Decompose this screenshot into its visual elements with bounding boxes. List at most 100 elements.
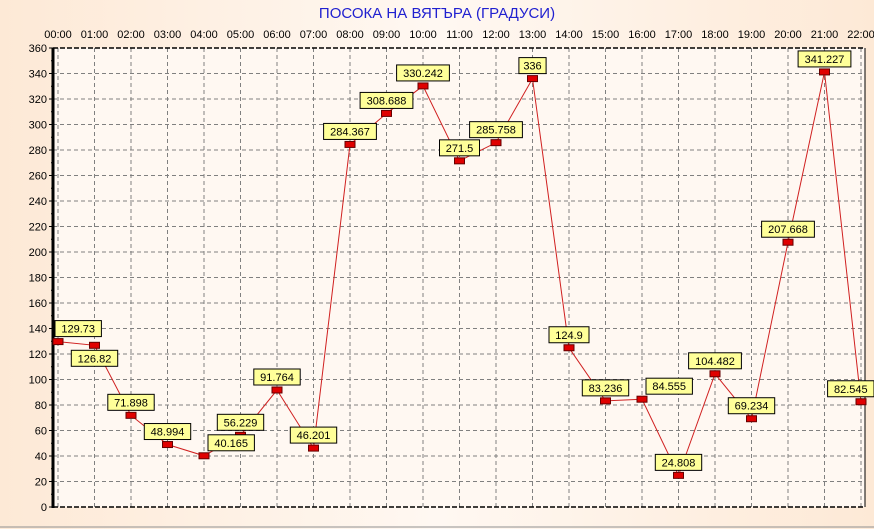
data-label-box [253,368,301,386]
data-label-box [396,64,450,82]
data-label: 207.668 [768,224,808,236]
data-label-box [581,379,630,397]
y-tick-label: 40 [35,451,47,463]
y-tick-label: 0 [41,502,47,514]
x-tick-label: 10:00 [409,29,437,41]
data-point [709,370,721,378]
data-label-box [207,434,255,452]
data-point [563,344,575,352]
x-tick-label: 06:00 [263,29,291,41]
data-label-box [216,413,265,431]
x-tick-label: 15:00 [592,29,620,41]
data-label-box [645,377,693,395]
data-point [198,452,210,460]
data-point [344,140,356,148]
data-label: 308.688 [367,95,407,107]
x-tick-label: 05:00 [227,29,255,41]
x-tick-label: 20:00 [774,29,802,41]
data-point [819,68,830,76]
data-point [52,338,64,346]
data-label: 84.555 [652,381,686,393]
data-label: 71.898 [114,397,148,409]
y-tick-label: 80 [35,400,47,412]
data-label: 82.545 [834,384,868,396]
data-label-box [761,220,815,238]
y-tick-label: 260 [29,171,47,183]
data-label-box [688,352,742,370]
data-label-box [548,326,590,344]
data-label-box [469,121,523,139]
x-tick-label: 01:00 [81,29,109,41]
data-point [746,415,757,423]
data-label: 341.227 [805,54,845,66]
data-label-box [143,423,192,441]
data-label: 284.367 [330,126,370,138]
data-point [636,395,648,403]
x-tick-label: 14:00 [555,29,583,41]
y-tick-label: 340 [29,69,47,81]
data-point [89,341,100,349]
y-tick-label: 60 [35,426,47,438]
y-tick-label: 160 [29,298,47,310]
data-label: 129.73 [61,324,95,336]
x-tick-label: 09:00 [373,29,401,41]
data-label: 91.764 [260,372,294,384]
data-label-box [359,91,414,109]
x-tick-label: 08:00 [336,29,364,41]
data-label-box [439,139,480,157]
data-label-box [323,122,377,140]
data-label: 40.165 [214,438,248,450]
data-label: 48.994 [151,427,185,439]
data-label: 83.236 [589,383,623,395]
data-label-box [518,57,547,75]
x-tick-label: 11:00 [446,29,473,41]
data-label: 271.5 [446,143,474,155]
x-tick-label: 02:00 [117,29,145,41]
data-point [782,238,794,246]
data-label-box [70,349,119,367]
y-tick-label: 320 [29,94,47,106]
y-tick-label: 200 [29,247,47,259]
x-tick-label: 03:00 [154,29,182,41]
x-tick-label: 12:00 [482,29,510,41]
data-label: 330.242 [403,68,443,80]
x-tick-label: 04:00 [190,29,218,41]
data-point [417,82,429,90]
x-tick-label: 21:00 [811,29,839,41]
data-label: 124.9 [555,330,583,342]
y-tick-label: 220 [29,222,47,234]
data-point [673,471,684,479]
x-tick-label: 17:00 [665,29,693,41]
data-point [271,386,283,394]
y-tick-label: 240 [29,196,47,208]
data-label-box [727,397,776,415]
data-label-box [797,50,852,68]
data-point [490,139,502,147]
data-label: 46.201 [297,430,331,442]
chart-title: ПОСОКА НА ВЯТЪРА (ГРАДУСИ) [318,5,556,22]
data-label: 126.82 [78,353,112,365]
y-tick-label: 360 [29,43,47,55]
data-label-box [54,320,102,338]
y-tick-label: 20 [35,477,47,489]
y-tick-label: 100 [29,375,47,387]
x-tick-label: 13:00 [519,29,547,41]
y-tick-label: 180 [29,273,47,285]
data-label: 336 [523,61,541,73]
data-point [855,398,867,406]
x-tick-label: 07:00 [300,29,328,41]
data-label-box [289,426,338,444]
data-point [308,444,319,452]
data-label: 104.482 [695,356,735,368]
data-label: 24.808 [662,457,696,469]
x-tick-label: 16:00 [628,29,656,41]
data-point [454,157,465,165]
data-point [125,411,137,419]
y-tick-label: 280 [29,145,47,157]
x-tick-label: 18:00 [701,29,729,41]
y-tick-label: 120 [29,349,47,361]
data-label-box [107,393,155,411]
data-label: 56.229 [224,417,258,429]
y-tick-label: 140 [29,324,47,336]
